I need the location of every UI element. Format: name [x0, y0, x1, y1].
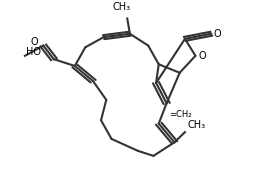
- Text: CH₃: CH₃: [113, 2, 131, 12]
- Text: CH₃: CH₃: [188, 120, 206, 131]
- Text: =CH₂: =CH₂: [169, 110, 192, 119]
- Text: O: O: [214, 29, 222, 39]
- Text: HO: HO: [26, 47, 41, 57]
- Text: O: O: [30, 37, 38, 47]
- Text: O: O: [198, 51, 206, 61]
